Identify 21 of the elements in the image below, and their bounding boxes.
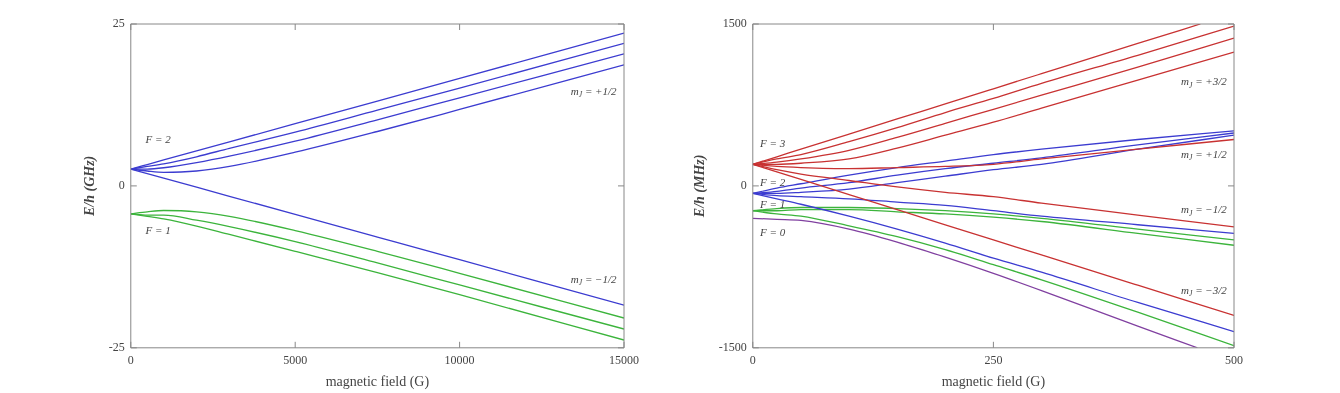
annotation: F = 2: [759, 175, 786, 188]
y-axis-title: E/h (MHz): [692, 154, 709, 219]
y-tick-label: 0: [118, 178, 125, 193]
y-tick-label: 1500: [722, 16, 747, 31]
y-tick-label: -25: [108, 339, 125, 354]
x-tick-label: 250: [984, 353, 1003, 368]
x-tick-label: 10000: [444, 353, 475, 368]
x-tick-label: 500: [1225, 353, 1243, 368]
x-tick-label: 5000: [283, 353, 308, 368]
x-axis-title: magnetic field (G): [325, 374, 430, 391]
annotation: F = 1: [759, 198, 786, 211]
y-axis-title: E/h (GHz): [82, 155, 99, 218]
annotation: F = 2: [144, 133, 172, 146]
annotation: F = 1: [144, 224, 171, 237]
x-axis-title: magnetic field (G): [941, 374, 1046, 391]
y-tick-label: 25: [112, 16, 125, 31]
annotation: F = 3: [759, 136, 786, 149]
annotation: F = 0: [759, 225, 786, 238]
y-tick-label: 0: [740, 178, 747, 193]
y-tick-label: -1500: [718, 339, 747, 354]
x-tick-label: 15000: [609, 353, 639, 368]
